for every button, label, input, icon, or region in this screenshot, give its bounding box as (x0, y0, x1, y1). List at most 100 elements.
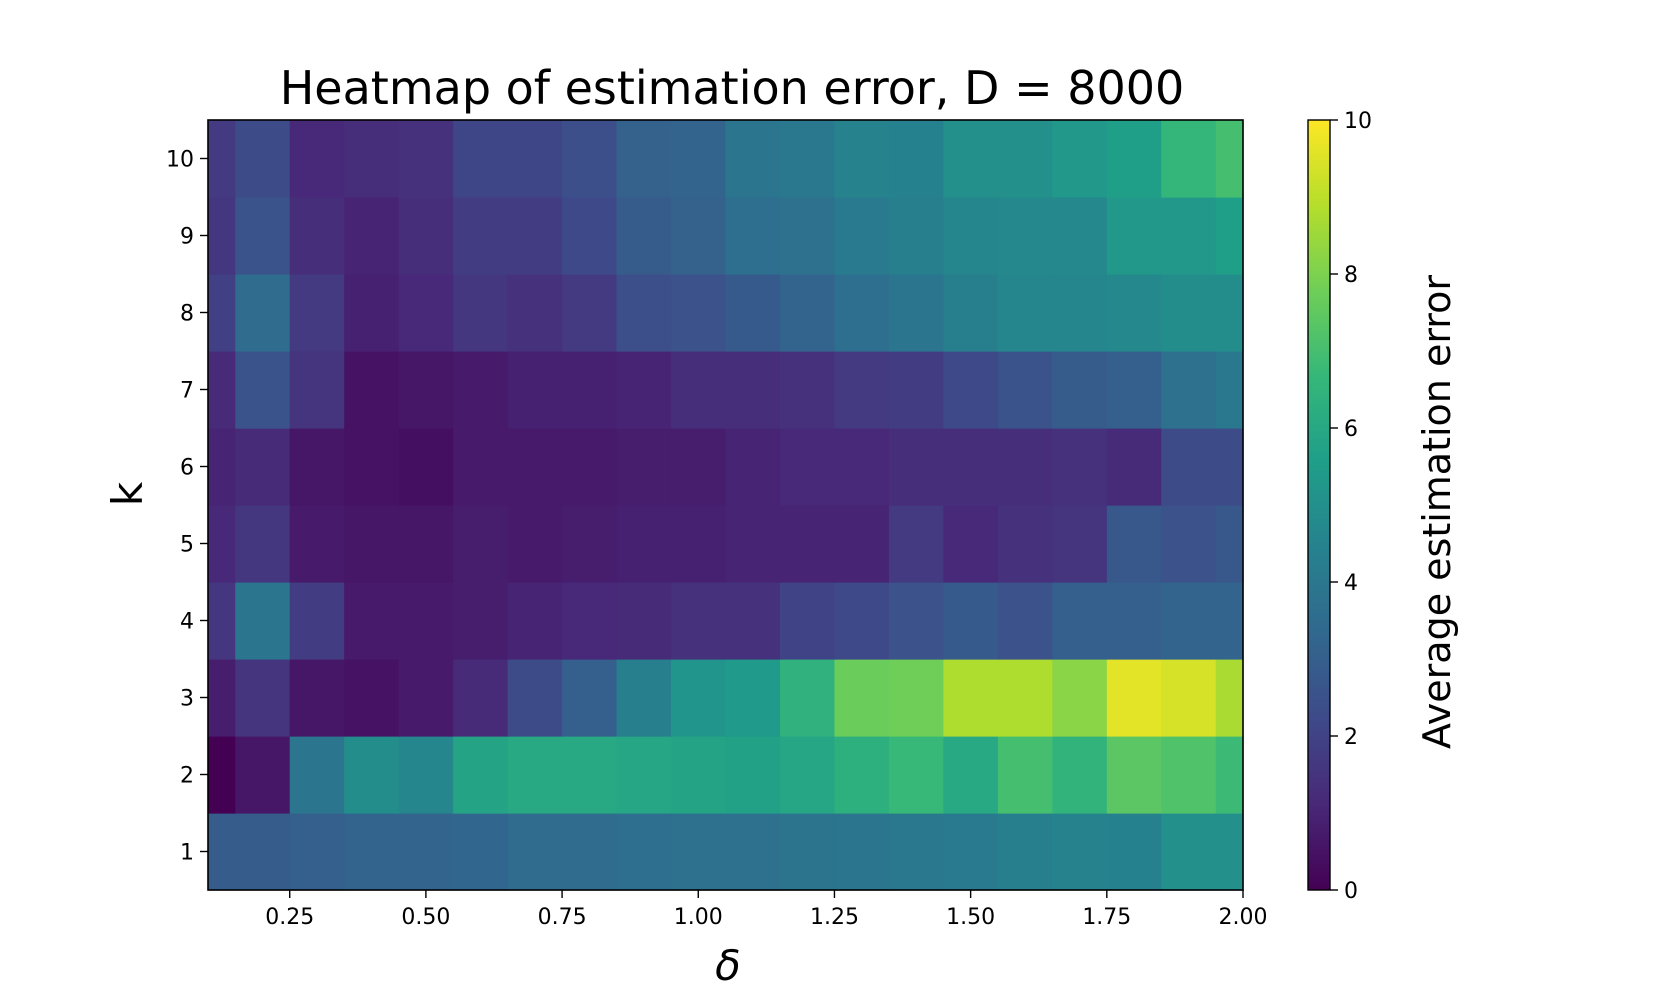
x-axis-label: δ (715, 941, 741, 990)
heatmap-cell (208, 736, 236, 814)
y-tick-label: 8 (180, 302, 194, 327)
heatmap-cell (725, 659, 781, 737)
heatmap-cell (235, 197, 291, 275)
heatmap-cell (1215, 582, 1244, 660)
heatmap-cell (1215, 197, 1244, 275)
heatmap-cell (943, 197, 999, 275)
x-tick-label: 1.75 (1082, 905, 1131, 930)
heatmap-cell (1215, 274, 1244, 352)
heatmap-cell (671, 351, 727, 429)
heatmap-cell (943, 505, 999, 583)
heatmap-cell (1215, 813, 1244, 891)
heatmap-cell (1161, 197, 1217, 275)
heatmap-cell (398, 582, 454, 660)
heatmap-cell (1215, 120, 1244, 198)
heatmap-cell (507, 505, 563, 583)
y-tick-label: 7 (180, 379, 194, 404)
heatmap-cell (943, 120, 999, 198)
y-tick-label: 5 (180, 533, 194, 558)
heatmap-cell (289, 582, 345, 660)
heatmap-cell (562, 582, 618, 660)
x-tick-label: 0.25 (265, 905, 314, 930)
x-tick-label: 1.50 (946, 905, 995, 930)
heatmap-cell (344, 351, 400, 429)
heatmap-cell (289, 659, 345, 737)
heatmap-cell (453, 351, 509, 429)
heatmap-cell (671, 736, 727, 814)
heatmap-cell (943, 813, 999, 891)
heatmap-cell (779, 582, 836, 660)
heatmap-cell (235, 813, 291, 891)
heatmap-cell (671, 582, 727, 660)
heatmap-cell (834, 351, 890, 429)
heatmap-cell (888, 197, 944, 275)
heatmap-cell (616, 505, 672, 583)
heatmap-cell (289, 736, 345, 814)
heatmap-cell (289, 274, 345, 352)
heatmap-cell (997, 351, 1053, 429)
heatmap-cell (562, 659, 618, 737)
colorbar-tick-label: 0 (1344, 879, 1358, 904)
heatmap-cell (344, 813, 400, 891)
heatmap-cell (289, 197, 345, 275)
heatmap-cell (507, 274, 563, 352)
heatmap-cell (562, 351, 618, 429)
heatmap-cell (834, 428, 890, 506)
heatmap-cell (1106, 120, 1162, 198)
heatmap-cell (1052, 659, 1108, 737)
heatmap-cell (398, 120, 454, 198)
heatmap-cell (1161, 659, 1217, 737)
heatmap-cell (1106, 197, 1162, 275)
heatmap-cell (1106, 505, 1162, 583)
heatmap-cell (888, 351, 944, 429)
y-axis-label: k (103, 481, 152, 506)
heatmap-cell (453, 736, 509, 814)
heatmap-cell (671, 659, 727, 737)
heatmap-cell (344, 428, 400, 506)
heatmap-cell (725, 274, 781, 352)
heatmap-cell (997, 736, 1053, 814)
heatmap-cell (1052, 351, 1108, 429)
heatmap-cell (507, 120, 563, 198)
heatmap-cell (507, 351, 563, 429)
heatmap-cell (997, 659, 1053, 737)
heatmap-cell (208, 351, 236, 429)
colorbar-tick-label: 6 (1344, 417, 1358, 442)
heatmap-cell (1106, 582, 1162, 660)
heatmap-cell (943, 582, 999, 660)
heatmap-cell (779, 197, 836, 275)
heatmap-cell (562, 120, 618, 198)
heatmap-cell (888, 505, 944, 583)
heatmap-cell (1215, 736, 1244, 814)
heatmap-cell (289, 351, 345, 429)
heatmap-cell (997, 505, 1053, 583)
heatmap-cell (1161, 274, 1217, 352)
heatmap-cell (834, 582, 890, 660)
heatmap-cell (616, 428, 672, 506)
heatmap-cell (507, 197, 563, 275)
heatmap-cell (453, 813, 509, 891)
heatmap-cell (725, 505, 781, 583)
heatmap-cell (943, 274, 999, 352)
heatmap-cell (1052, 813, 1108, 891)
heatmap-cell (1161, 582, 1217, 660)
heatmap-cell (208, 428, 236, 506)
heatmap-cell (725, 351, 781, 429)
heatmap-cell (671, 505, 727, 583)
heatmap-cell (616, 274, 672, 352)
heatmap-cell (453, 120, 509, 198)
heatmap-cell (1052, 120, 1108, 198)
heatmap-cell (616, 582, 672, 660)
heatmap-cell (1106, 659, 1162, 737)
y-tick-label: 9 (180, 225, 194, 250)
heatmap-cell (398, 659, 454, 737)
heatmap-cell (1215, 659, 1244, 737)
colorbar-tick-label: 2 (1344, 725, 1358, 750)
x-tick-label: 0.50 (401, 905, 450, 930)
heatmap-cell (725, 120, 781, 198)
heatmap-cell (997, 197, 1053, 275)
heatmap-cell (943, 428, 999, 506)
heatmap-cell (671, 274, 727, 352)
heatmap-cell (1106, 274, 1162, 352)
